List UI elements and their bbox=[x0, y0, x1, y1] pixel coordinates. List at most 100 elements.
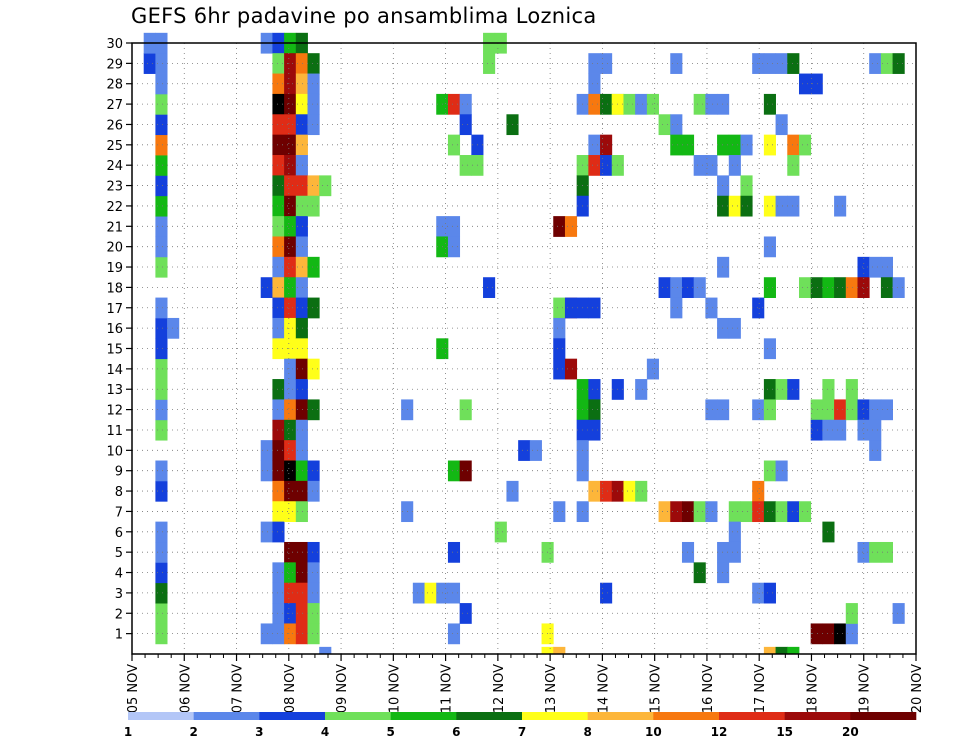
heatmap-cell bbox=[857, 541, 870, 563]
heatmap-cell bbox=[752, 53, 765, 74]
y-tick-label: 21 bbox=[106, 220, 123, 235]
x-tick-label: 19 NOV bbox=[858, 664, 873, 713]
heatmap-cell bbox=[775, 501, 788, 523]
legend-swatch bbox=[653, 712, 720, 720]
heatmap-cell bbox=[518, 440, 531, 461]
y-tick-label: 24 bbox=[106, 159, 123, 174]
heatmap-cell bbox=[272, 195, 285, 217]
heatmap-cell bbox=[307, 175, 320, 197]
heatmap-cell bbox=[880, 256, 893, 278]
heatmap-cell bbox=[260, 623, 273, 645]
heatmap-cell bbox=[307, 562, 320, 584]
legend-swatch bbox=[390, 712, 457, 720]
heatmap-cell bbox=[295, 603, 308, 624]
heatmap-cell bbox=[705, 93, 718, 115]
heatmap-cell bbox=[447, 134, 461, 156]
legend-label: 12 bbox=[711, 725, 728, 739]
heatmap-cell bbox=[775, 460, 788, 482]
heatmap-cell bbox=[295, 216, 308, 237]
heatmap-cell bbox=[705, 399, 718, 421]
heatmap-cell bbox=[295, 562, 308, 584]
x-tick-label: 15 NOV bbox=[649, 664, 664, 713]
heatmap-cell bbox=[845, 623, 858, 645]
heatmap-cell bbox=[728, 521, 741, 543]
heatmap-cell bbox=[447, 623, 461, 645]
x-tick-label: 10 NOV bbox=[387, 664, 402, 713]
heatmap-cell bbox=[857, 256, 870, 278]
heatmap-cell bbox=[295, 582, 308, 604]
heatmap-cell bbox=[728, 195, 741, 217]
heatmap-cell bbox=[284, 93, 297, 115]
legend-label: 4 bbox=[321, 725, 329, 739]
y-tick-label: 9 bbox=[115, 465, 123, 480]
y-tick-label: 22 bbox=[106, 200, 123, 215]
heatmap-cell bbox=[260, 277, 273, 298]
heatmap-cell bbox=[307, 460, 320, 482]
heatmap-cell bbox=[272, 379, 285, 400]
heatmap-cell bbox=[272, 419, 285, 441]
heatmap-cell bbox=[155, 236, 168, 258]
y-tick-label: 27 bbox=[106, 98, 123, 113]
heatmap-cell bbox=[752, 501, 765, 523]
heatmap-cell bbox=[834, 399, 847, 421]
legend-label: 1 bbox=[124, 725, 132, 739]
heatmap-cell bbox=[728, 317, 741, 339]
heatmap-cell bbox=[260, 460, 273, 482]
heatmap-cell bbox=[834, 419, 847, 441]
heatmap-cell bbox=[155, 603, 168, 624]
heatmap-cell bbox=[880, 541, 893, 563]
heatmap-cell bbox=[307, 480, 320, 502]
heatmap-cell bbox=[284, 73, 297, 95]
heatmap-cell bbox=[155, 521, 168, 543]
heatmap-cell bbox=[670, 53, 683, 74]
heatmap-cell bbox=[447, 93, 461, 115]
heatmap-cell bbox=[588, 379, 601, 400]
x-tick-label: 09 NOV bbox=[335, 664, 350, 713]
y-tick-label: 8 bbox=[115, 485, 123, 500]
heatmap-cell bbox=[600, 53, 613, 74]
heatmap-cell bbox=[880, 53, 893, 74]
heatmap-cell bbox=[272, 256, 285, 278]
heatmap-cell bbox=[284, 460, 297, 482]
heatmap-cell bbox=[763, 236, 776, 258]
heatmap-cell bbox=[284, 277, 297, 298]
heatmap-cell bbox=[600, 134, 613, 156]
heatmap-cell bbox=[307, 73, 320, 95]
heatmap-cell bbox=[588, 297, 601, 319]
heatmap-cell bbox=[717, 399, 730, 421]
heatmap-cell bbox=[307, 256, 320, 278]
heatmap-cell bbox=[880, 277, 893, 298]
legend-swatch bbox=[259, 712, 326, 720]
heatmap-cell bbox=[892, 603, 905, 624]
heatmap-cell bbox=[284, 541, 297, 563]
heatmap-cell bbox=[284, 501, 297, 523]
heatmap-cell bbox=[717, 256, 730, 278]
y-tick-label: 2 bbox=[115, 607, 123, 622]
heatmap-cell bbox=[810, 277, 823, 298]
legend-swatch bbox=[325, 712, 391, 720]
heatmap-cell bbox=[798, 134, 812, 156]
heatmap-cell bbox=[272, 297, 285, 319]
legend-swatch bbox=[784, 712, 851, 720]
heatmap-cell bbox=[272, 216, 285, 237]
heatmap-cell bbox=[307, 582, 320, 604]
heatmap-cell bbox=[272, 440, 285, 461]
heatmap-cell bbox=[705, 501, 718, 523]
legend-label: 6 bbox=[452, 725, 460, 739]
heatmap-cell bbox=[284, 53, 297, 74]
heatmap-cell bbox=[869, 440, 882, 461]
y-tick-label: 1 bbox=[115, 628, 123, 643]
heatmap-cell bbox=[693, 277, 706, 298]
heatmap-cell bbox=[670, 277, 683, 298]
heatmap-cell bbox=[295, 419, 308, 441]
heatmap-cell bbox=[155, 73, 168, 95]
heatmap-cell bbox=[284, 297, 297, 319]
heatmap-cell bbox=[272, 53, 285, 74]
heatmap-cell bbox=[155, 256, 168, 278]
heatmap-cell bbox=[658, 114, 671, 136]
heatmap-cell bbox=[272, 277, 285, 298]
heatmap-cell bbox=[600, 480, 613, 502]
y-tick-label: 29 bbox=[106, 57, 123, 72]
heatmap-cell bbox=[307, 358, 320, 380]
